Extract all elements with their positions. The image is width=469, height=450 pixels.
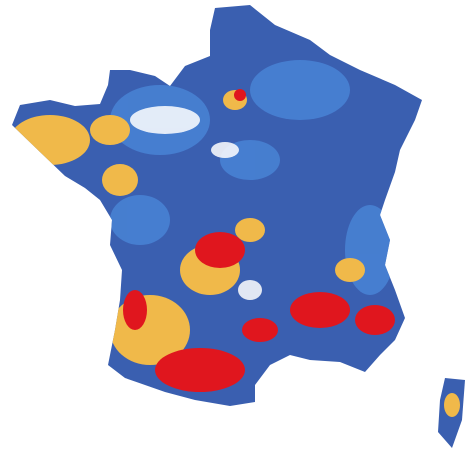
corsica [438,378,465,448]
